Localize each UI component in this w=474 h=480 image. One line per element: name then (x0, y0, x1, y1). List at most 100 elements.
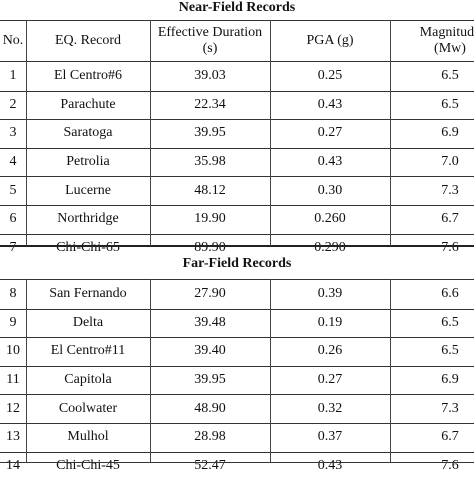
cell-no: 11 (6, 372, 20, 388)
cell-record: Delta (72, 314, 104, 330)
table-rule (0, 90, 474, 92)
cell-mag: 7.3 (441, 400, 459, 416)
far-field-section-title: Far-Field Records (182, 256, 292, 271)
cell-no: 2 (9, 96, 17, 112)
cell-duration: 39.95 (194, 372, 226, 388)
table-rule (0, 205, 474, 206)
table-rule (26, 20, 27, 246)
cell-record: Capitola (64, 372, 112, 388)
cell-mag: 6.5 (441, 96, 459, 112)
cell-mag: 6.9 (441, 372, 459, 388)
table-rule (0, 245, 474, 247)
table-rule (0, 308, 474, 310)
table-rule (26, 279, 27, 463)
cell-no: 9 (9, 314, 17, 330)
cell-no: 12 (6, 400, 20, 416)
cell-pga: 0.27 (317, 125, 343, 141)
header-effective-duration: Effective Duration (s) (150, 21, 270, 61)
cell-pga: 0.26 (317, 343, 343, 359)
cell-no: 6 (9, 211, 17, 227)
cell-mag: 6.9 (441, 125, 459, 141)
cell-duration: 48.90 (194, 400, 226, 416)
cell-no: 10 (6, 343, 20, 359)
table-rule (0, 394, 474, 396)
header-magnitude-line2: (Mw) (434, 41, 466, 56)
table-rule (0, 119, 474, 121)
header-magnitude-line1: Magnitude (419, 25, 474, 40)
cell-record: Mulhol (67, 429, 109, 445)
cell-pga: 0.25 (317, 68, 343, 84)
cell-pga: 0.27 (317, 372, 343, 388)
near-field-section-title: Near-Field Records (178, 0, 296, 15)
table-rule (270, 279, 271, 463)
table-rule (150, 20, 151, 246)
header-eq-record: EQ. Record (54, 33, 122, 48)
cell-mag: 7.3 (441, 182, 459, 198)
table-rule (0, 176, 474, 178)
cell-mag: 6.5 (441, 343, 459, 359)
cell-pga: 0.43 (317, 154, 343, 170)
cell-pga: 0.260 (314, 211, 346, 227)
cell-no: 3 (9, 125, 17, 141)
cell-record: Chi-Chi-65 (56, 239, 120, 255)
cell-no: 7 (9, 239, 17, 255)
cell-pga: 0.290 (314, 239, 346, 255)
cell-mag: 7.6 (441, 239, 459, 255)
cell-record: Coolwater (58, 400, 118, 416)
cell-duration: 52.47 (194, 457, 226, 473)
header-duration-line1: Effective Duration (157, 25, 263, 40)
table-rule (390, 20, 391, 246)
cell-duration: 28.98 (194, 429, 226, 445)
cell-record: Parachute (60, 96, 116, 112)
cell-record: El Centro#6 (53, 68, 123, 84)
table-rule (0, 233, 474, 235)
cell-pga: 0.19 (317, 314, 343, 330)
cell-record: San Fernando (49, 286, 127, 302)
cell-no: 1 (9, 68, 17, 84)
table-rule (270, 20, 271, 246)
table-rule (0, 20, 474, 21)
table-rule (0, 61, 474, 62)
cell-pga: 0.43 (317, 457, 343, 473)
table-rule (0, 337, 474, 339)
header-duration-line2: (s) (202, 41, 218, 56)
cell-record: Saratoga (63, 125, 113, 141)
cell-no: 13 (6, 429, 20, 445)
cell-mag: 6.7 (441, 211, 459, 227)
header-no: No. (2, 33, 24, 48)
cell-no: 5 (9, 182, 17, 198)
table-rule (0, 423, 474, 424)
table-rule (0, 451, 474, 453)
cell-duration: 39.03 (194, 68, 226, 84)
cell-mag: 7.0 (441, 154, 459, 170)
cell-no: 8 (9, 286, 17, 302)
cell-duration: 19.90 (194, 211, 226, 227)
cell-duration: 27.90 (194, 286, 226, 302)
table-rule (390, 279, 391, 463)
cell-duration: 39.40 (194, 343, 226, 359)
cell-duration: 39.95 (194, 125, 226, 141)
table-rule (0, 279, 474, 280)
table-rule (0, 365, 474, 367)
cell-pga: 0.32 (317, 400, 343, 416)
cell-mag: 6.5 (441, 314, 459, 330)
cell-duration: 22.34 (194, 96, 226, 112)
table-rule (150, 279, 151, 463)
cell-pga: 0.30 (317, 182, 343, 198)
cell-mag: 6.5 (441, 68, 459, 84)
cell-record: El Centro#11 (50, 343, 126, 359)
cell-record: Lucerne (65, 182, 111, 198)
cell-record: Northridge (57, 211, 119, 227)
cell-pga: 0.39 (317, 286, 343, 302)
cell-duration: 48.12 (194, 182, 226, 198)
cell-record: Petrolia (66, 154, 110, 170)
header-pga: PGA (g) (306, 33, 354, 48)
table-rule (0, 147, 474, 149)
cell-pga: 0.43 (317, 96, 343, 112)
cell-record: Chi-Chi-45 (56, 457, 120, 473)
header-magnitude: Magnitude (Mw) (390, 21, 474, 61)
cell-duration: 35.98 (194, 154, 226, 170)
cell-no: 4 (9, 154, 17, 170)
cell-mag: 6.6 (441, 286, 459, 302)
cell-no: 14 (6, 457, 20, 473)
